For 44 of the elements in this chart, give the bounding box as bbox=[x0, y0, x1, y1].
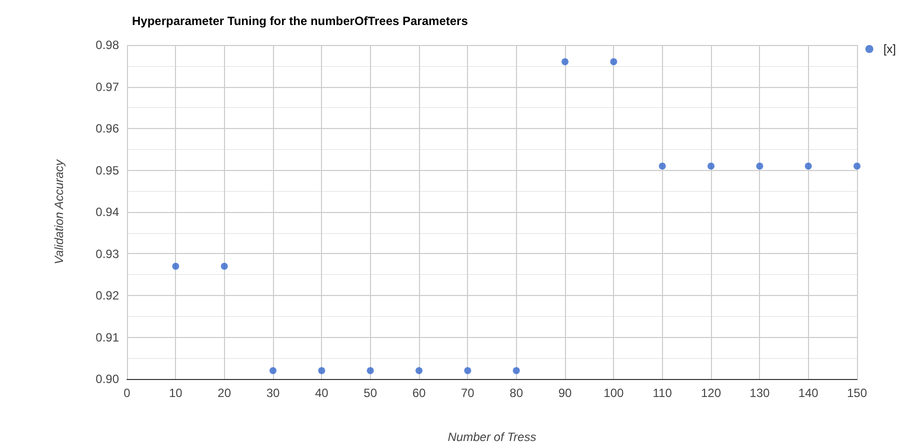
x-axis-title: Number of Tress bbox=[448, 430, 536, 444]
x-tick-label: 40 bbox=[314, 386, 329, 400]
x-tick-label: 100 bbox=[604, 386, 624, 400]
y-tick-label: 0.90 bbox=[96, 372, 120, 386]
x-tick-label: 30 bbox=[266, 386, 280, 400]
point bbox=[366, 367, 374, 374]
x-tick-label: 90 bbox=[558, 386, 572, 400]
x-tick-label: 140 bbox=[798, 386, 819, 400]
x-tick-label: 0 bbox=[124, 386, 131, 400]
y-tick-label: 0.95 bbox=[96, 163, 120, 178]
point bbox=[804, 162, 812, 170]
y-tick-label: 0.96 bbox=[96, 122, 120, 136]
y-tick-label: 0.91 bbox=[96, 330, 120, 344]
point bbox=[220, 262, 228, 270]
x-tick-label: 70 bbox=[460, 386, 475, 400]
point bbox=[270, 367, 276, 374]
x-tick-label: 80 bbox=[510, 386, 524, 400]
x-tick-label: 150 bbox=[846, 386, 868, 400]
point bbox=[318, 367, 326, 374]
point bbox=[708, 162, 714, 170]
y-axis-title: Validation Accuracy bbox=[52, 158, 66, 264]
x-tick-label: 130 bbox=[750, 386, 770, 400]
point bbox=[464, 367, 472, 374]
legend-label: [x] bbox=[883, 42, 896, 56]
point bbox=[512, 367, 520, 374]
x-tick-label: 60 bbox=[412, 386, 426, 400]
y-tick-label: 0.98 bbox=[96, 38, 120, 52]
x-tick-label: 20 bbox=[218, 386, 232, 400]
point bbox=[756, 162, 764, 170]
x-tick-label: 110 bbox=[652, 386, 672, 400]
y-tick-label: 0.97 bbox=[96, 80, 120, 94]
chart-title: Hyperparameter Tuning for the numberOfTrees Parameters bbox=[132, 14, 468, 28]
point bbox=[854, 162, 860, 170]
x-tick-label: 120 bbox=[700, 386, 722, 400]
point bbox=[416, 367, 422, 374]
y-tick-label: 0.94 bbox=[96, 205, 120, 219]
x-tick-label: 10 bbox=[168, 386, 183, 400]
point bbox=[562, 58, 568, 66]
point bbox=[172, 262, 180, 270]
y-tick-label: 0.92 bbox=[96, 288, 120, 302]
point bbox=[658, 162, 666, 170]
y-tick-label: 0.93 bbox=[96, 246, 120, 261]
x-tick-label: 50 bbox=[364, 386, 378, 400]
point bbox=[610, 58, 618, 66]
